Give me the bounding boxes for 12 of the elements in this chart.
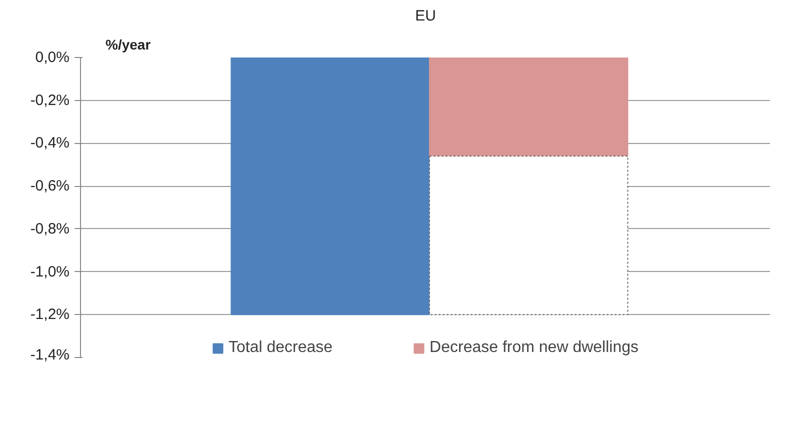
legend-label: Total decrease [228,339,333,357]
y-tick-label: -1,4% [30,346,70,364]
legend-label: Decrease from new dwellings [430,339,639,357]
y-tick-label: -0,6% [30,178,70,195]
chart-title: EU [415,8,436,24]
y-tick-label: -1,0% [30,263,70,280]
y-tick-label: -0,4% [30,134,70,152]
y-tick-label: -0,8% [30,220,70,238]
y-tick-label: 0,0% [35,49,70,66]
y-axis-title: %/year [106,36,152,52]
y-tick-label: -0,2% [30,92,70,109]
y-tick-label: -1,2% [30,306,70,324]
